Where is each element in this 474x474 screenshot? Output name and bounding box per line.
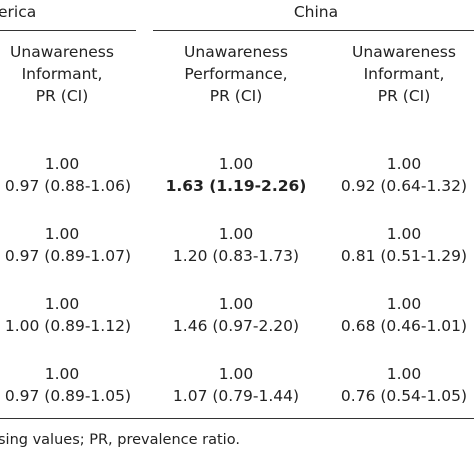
china-group-header: China — [293, 3, 339, 21]
cell-reference: 1.00 — [44, 155, 80, 173]
column-header-line: PR (CI) — [35, 87, 89, 105]
column-header-line: Performance, — [184, 65, 288, 83]
cell-ratio: 0.81 (0.51-1.29) — [340, 247, 468, 265]
column-header-line: Unawareness — [10, 43, 114, 61]
cell-reference: 1.00 — [218, 225, 254, 243]
cell-reference: 1.00 — [218, 365, 254, 383]
cell-reference: 1.00 — [44, 365, 80, 383]
column-header-line: Unawareness — [184, 43, 288, 61]
cell-reference: 1.00 — [44, 295, 80, 313]
cell-ratio-significant: 1.63 (1.19-2.26) — [165, 177, 307, 195]
column-header-line: Informant, — [21, 65, 103, 83]
cell-reference: 1.00 — [218, 155, 254, 173]
cell-reference: 1.00 — [386, 155, 422, 173]
cell-ratio: 0.92 (0.64-1.32) — [340, 177, 468, 195]
cell-ratio: 0.97 (0.88-1.06) — [4, 177, 131, 195]
cell-reference: 1.00 — [386, 365, 422, 383]
cell-reference: 1.00 — [218, 295, 254, 313]
china-header-rule — [153, 30, 474, 31]
america-group-header: erica — [0, 3, 37, 21]
cell-reference: 1.00 — [386, 295, 422, 313]
cell-ratio: 0.76 (0.54-1.05) — [340, 387, 468, 405]
cell-ratio: 1.46 (0.97-2.20) — [172, 317, 300, 335]
cell-ratio: 0.68 (0.46-1.01) — [340, 317, 468, 335]
table-footnote: sing values; PR, prevalence ratio. — [0, 432, 240, 448]
america-header-rule — [0, 30, 136, 31]
column-header-line: Unawareness — [352, 43, 456, 61]
column-header-line: PR (CI) — [377, 87, 431, 105]
cell-ratio: 0.97 (0.89-1.07) — [4, 247, 131, 265]
cell-reference: 1.00 — [44, 225, 80, 243]
cell-ratio: 1.00 (0.89-1.12) — [4, 317, 131, 335]
column-header-line: Informant, — [363, 65, 445, 83]
cell-ratio: 0.97 (0.89-1.05) — [4, 387, 131, 405]
cell-ratio: 1.07 (0.79-1.44) — [172, 387, 300, 405]
table-bottom-rule — [0, 418, 474, 419]
column-header-line: PR (CI) — [209, 87, 263, 105]
cell-reference: 1.00 — [386, 225, 422, 243]
cell-ratio: 1.20 (0.83-1.73) — [172, 247, 300, 265]
